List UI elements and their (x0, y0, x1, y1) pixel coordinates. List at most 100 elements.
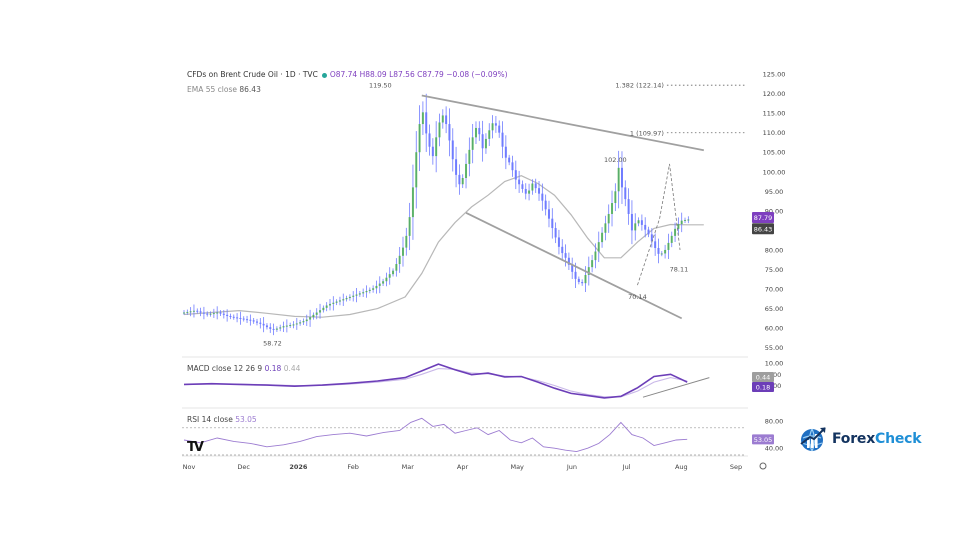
candle-body (511, 162, 514, 171)
candle-body (189, 311, 192, 313)
time-tick-label: Sep (730, 463, 742, 471)
candle-body (597, 242, 600, 252)
candle-body (265, 325, 268, 328)
candle-body (637, 220, 640, 224)
time-tick-label: Jul (622, 463, 631, 471)
macd-tag-label-1: 0.18 (756, 384, 770, 392)
candle-body (650, 234, 653, 242)
candle-body (674, 228, 677, 236)
price-tick-label: 75.00 (765, 266, 784, 274)
candle-body (587, 267, 590, 275)
trendlines (421, 94, 704, 320)
brand-name: ForexCheck (832, 431, 922, 447)
candle-body (478, 127, 481, 135)
time-tick-label: Jun (566, 463, 577, 471)
symbol-title[interactable]: CFDs on Brent Crude Oil · 1D · TVC (187, 70, 318, 79)
price-tick-label: 105.00 (763, 149, 786, 157)
candle-body (428, 133, 431, 147)
candle-body (601, 232, 604, 243)
candle-body (438, 122, 441, 138)
price-tick-label: 90.00 (765, 207, 784, 215)
candle-body (614, 191, 617, 204)
candle-body (385, 277, 388, 282)
candle-body (388, 274, 391, 278)
candle-body (302, 321, 305, 323)
candle-body (531, 183, 534, 191)
candle-body (275, 328, 278, 330)
candle-body (255, 321, 258, 323)
candle-body (491, 123, 494, 131)
candle-body (345, 298, 348, 300)
candle-body (524, 188, 527, 194)
candle-body (259, 322, 262, 324)
candle-body (183, 312, 185, 314)
candle-body (425, 112, 428, 134)
candle-body (398, 255, 401, 265)
rsi-legend-value: 53.05 (235, 415, 257, 424)
candle-body (455, 159, 458, 175)
trendline-upper (421, 94, 704, 152)
candle-body (551, 218, 554, 229)
candle-body (431, 146, 434, 157)
swing-dashed-line (637, 163, 681, 286)
candle-body (501, 132, 504, 147)
candle-body (687, 219, 690, 221)
candle-body (309, 317, 312, 320)
candle-body (378, 283, 381, 286)
candle-body (338, 300, 341, 302)
candle-body (352, 295, 355, 297)
candle-body (528, 190, 531, 194)
tradingview-logo[interactable]: TV (187, 440, 204, 455)
price-annotation-0: 119.50 (369, 82, 392, 90)
candle-body (295, 323, 298, 325)
price-annotations: 119.50 102.00 78.11 70.14 58.72 (263, 82, 688, 348)
fib-label-0: 1.382 (122.14) (615, 82, 664, 90)
macd-pane: 10.005.000.000.440.18 (183, 360, 784, 399)
candle-body (684, 219, 687, 221)
candle-body (269, 327, 272, 329)
candle-body (445, 115, 448, 125)
candle-body (392, 270, 395, 275)
candle-body (282, 326, 285, 328)
ema-legend-label: EMA 55 close (187, 85, 237, 94)
macd-tick-label: 10.00 (765, 360, 784, 368)
price-tag-bg-0 (752, 211, 774, 223)
rsi-line (183, 417, 688, 453)
price-annotation-4: 58.72 (263, 340, 282, 348)
price-tick-label: 95.00 (765, 188, 784, 196)
candle-body (236, 317, 239, 319)
candle-body (222, 313, 225, 315)
candle-body (624, 187, 627, 200)
candle-body (577, 278, 580, 283)
candle-body (518, 179, 521, 185)
candle-body (554, 228, 557, 238)
candle-body (561, 246, 564, 254)
candle-body (644, 224, 647, 230)
candle-body (368, 289, 371, 292)
candle-body (657, 247, 660, 254)
candle-body (325, 305, 328, 308)
price-tick-label: 125.00 (763, 71, 786, 79)
rsi-legend[interactable]: RSI 14 close 53.05 (187, 415, 257, 424)
ema-legend[interactable]: EMA 55 close 86.43 (187, 85, 261, 94)
candle-body (594, 251, 597, 261)
candle-body (372, 288, 375, 290)
candle-body (617, 167, 620, 192)
candle-body (660, 253, 663, 255)
price-annotation-2: 78.11 (670, 265, 689, 273)
candle-body (514, 170, 517, 180)
macd-legend[interactable]: MACD close 12 26 9 0.18 0.44 (187, 364, 300, 373)
candle-body (604, 223, 607, 233)
time-tick-label: Dec (237, 463, 250, 471)
candle-body (365, 291, 368, 293)
brand-name-part1: Forex (832, 431, 876, 447)
globe-chart-icon (800, 427, 826, 452)
candle-body (375, 285, 378, 289)
candle-body (335, 301, 338, 303)
forexcheck-brand[interactable]: ForexCheck (798, 424, 922, 454)
candle-body (322, 307, 325, 311)
candle-body (299, 322, 302, 324)
ohlc-values: O87.74 H88.09 L87.56 C87.79 −0.08 (−0.09… (329, 70, 508, 79)
price-axis: 125.00 120.00 115.00 110.00 105.00 100.00 95.0… (763, 71, 786, 353)
